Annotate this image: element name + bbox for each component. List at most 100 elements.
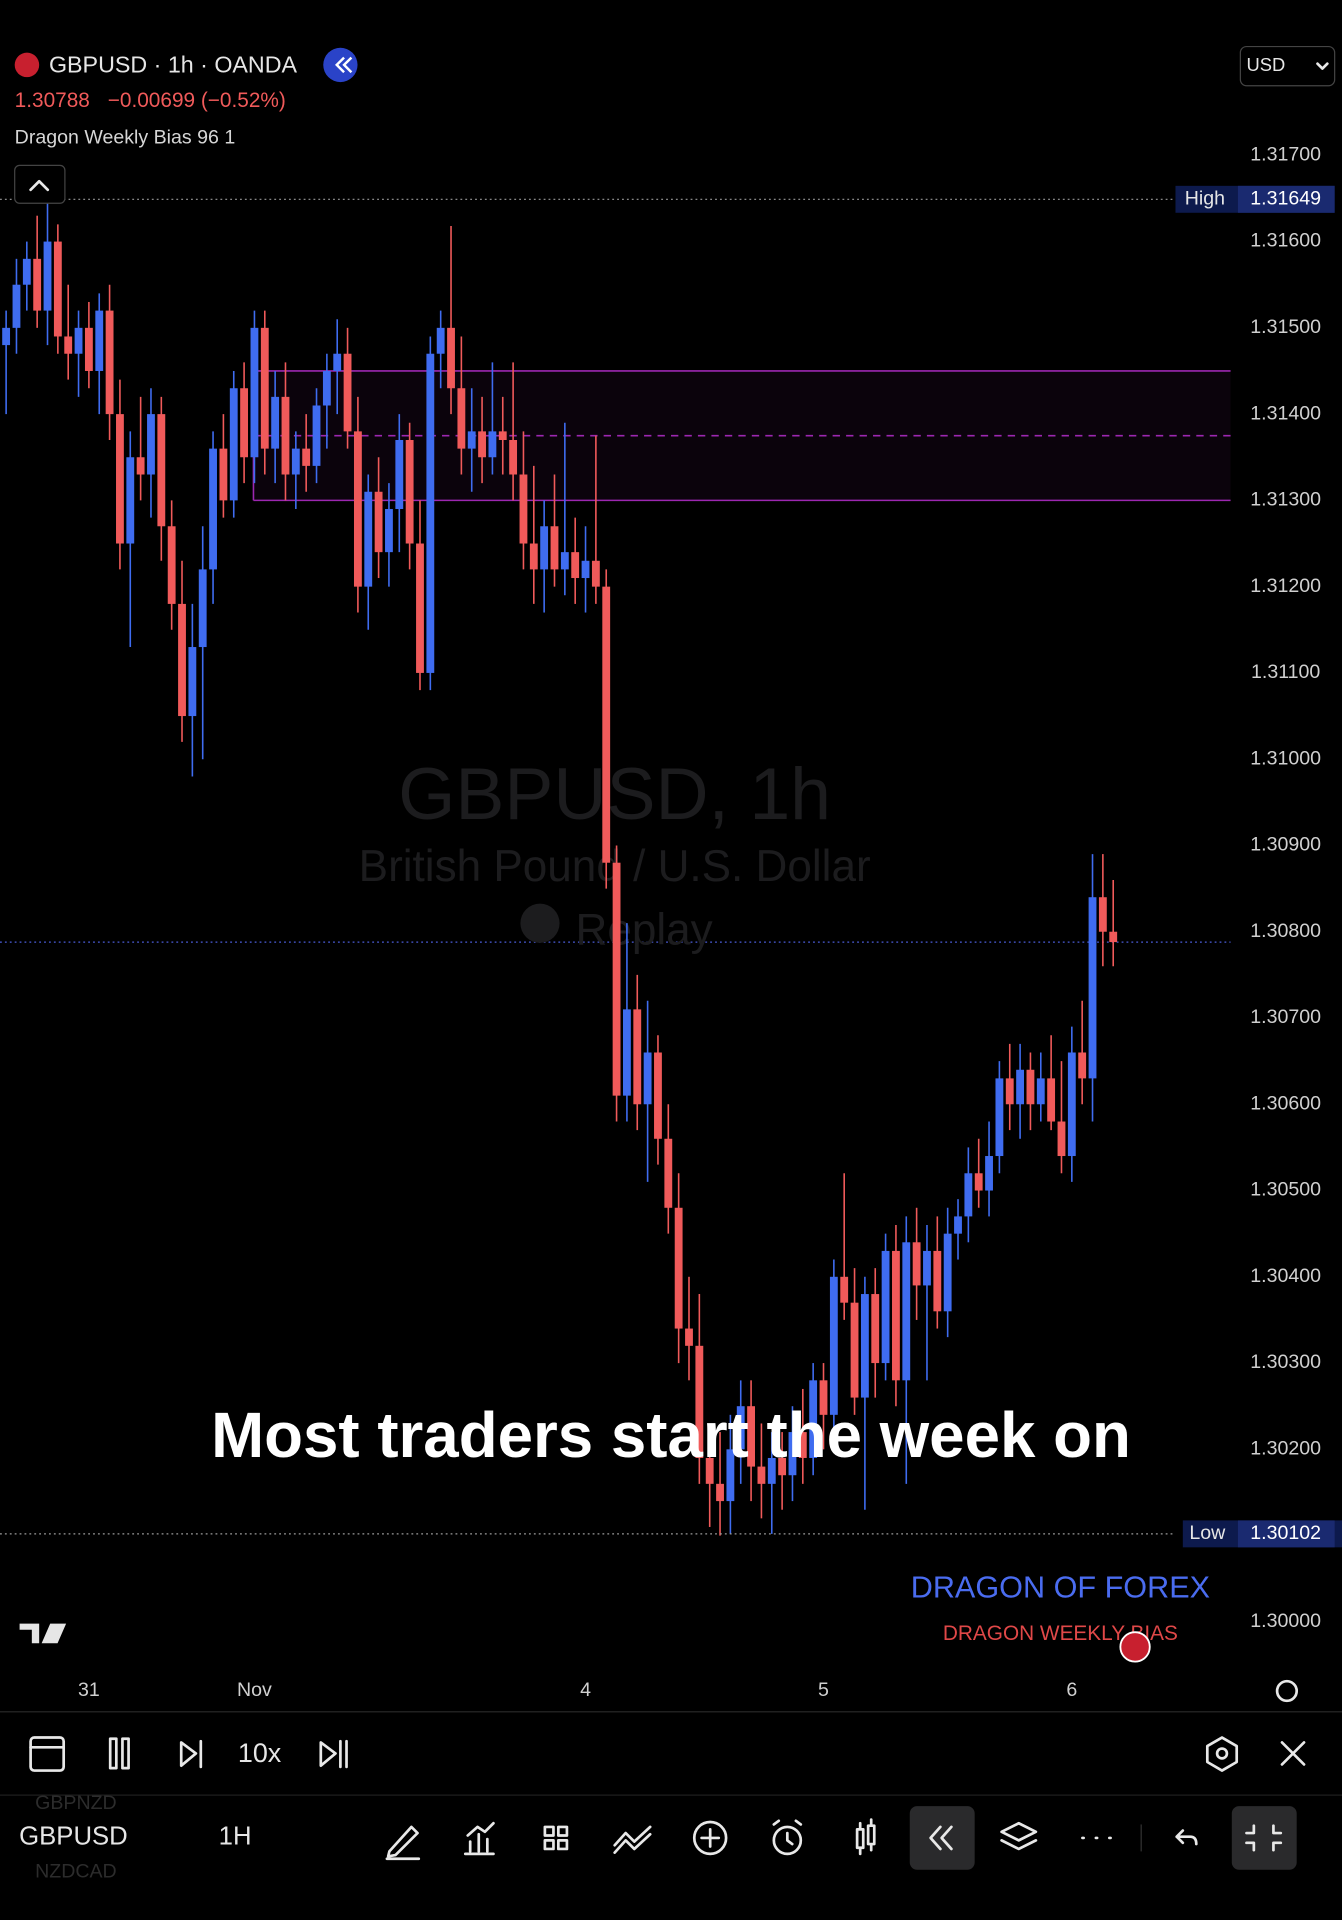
candle-body — [860, 1294, 869, 1398]
price-change: −0.00699 (−0.52%) — [108, 89, 286, 112]
interval-button[interactable]: 1H — [219, 1823, 252, 1851]
y-tick-label: 1.30400 — [1250, 1265, 1321, 1287]
candle-body — [364, 491, 373, 587]
candle-body — [933, 1250, 942, 1312]
candle-body — [291, 448, 300, 475]
collapse-button[interactable] — [14, 164, 66, 204]
y-tick-label: 1.31200 — [1250, 575, 1321, 597]
candle-body — [250, 327, 259, 458]
candle-body — [136, 457, 145, 475]
candle-body — [716, 1483, 724, 1502]
alert-tool[interactable] — [772, 1825, 803, 1856]
brand: DRAGON OF FOREX — [911, 1570, 1210, 1604]
prev-symbol[interactable]: GBPNZD — [35, 1792, 117, 1814]
candle-body — [529, 543, 538, 570]
candle-body — [229, 388, 238, 501]
low-value-box — [1237, 1520, 1335, 1548]
templates-tool[interactable] — [543, 1825, 569, 1851]
candle-body — [260, 327, 269, 449]
candle-body — [778, 1457, 787, 1476]
candle-body — [591, 560, 600, 587]
watermark-mode: Replay — [575, 906, 712, 955]
candle-body — [798, 1432, 807, 1458]
settings-icon[interactable] — [1275, 1679, 1299, 1703]
currency-select[interactable] — [1239, 45, 1336, 87]
undo-tool[interactable] — [1175, 1829, 1198, 1846]
calendar-button[interactable] — [29, 1736, 66, 1772]
candle-body — [281, 396, 290, 475]
candle-body — [643, 1052, 652, 1105]
y-tick-label: 1.30500 — [1250, 1179, 1321, 1201]
close-replay[interactable] — [1280, 1741, 1306, 1766]
candle-body — [405, 439, 414, 544]
candle-body — [478, 431, 486, 458]
y-tick-label: 1.31400 — [1250, 402, 1321, 424]
pause-button[interactable] — [108, 1737, 118, 1770]
add-tool[interactable] — [692, 1820, 728, 1856]
candle-body — [219, 448, 228, 501]
replay-tool-icon — [929, 1825, 953, 1851]
y-tick-label: 1.30600 — [1250, 1092, 1321, 1114]
candle-body — [322, 370, 331, 406]
draw-tool[interactable] — [385, 1825, 421, 1861]
symbol-title: GBPUSD · 1h · OANDA — [49, 51, 298, 77]
candle-body — [912, 1242, 921, 1286]
fullscreen-icon — [1245, 1824, 1283, 1852]
candle-body — [674, 1207, 683, 1329]
chart-type-tool[interactable] — [855, 1818, 876, 1856]
candle-body — [312, 405, 321, 466]
tv-logo — [19, 1623, 67, 1644]
compare-tool[interactable] — [613, 1825, 652, 1854]
candle-body — [685, 1328, 693, 1346]
candle-body — [209, 448, 217, 570]
indicators-tool[interactable] — [463, 1821, 495, 1856]
candle-body — [353, 431, 362, 587]
y-tick-label: 1.30300 — [1250, 1351, 1321, 1373]
candle-body — [705, 1457, 714, 1484]
replay-settings[interactable] — [1205, 1736, 1239, 1772]
candle-body — [767, 1457, 776, 1484]
step-button[interactable] — [179, 1739, 203, 1769]
candle-body — [157, 414, 166, 527]
candle-body — [488, 431, 497, 458]
candle-body — [747, 1406, 755, 1467]
next-symbol[interactable]: NZDCAD — [35, 1860, 117, 1882]
candle-body — [850, 1302, 859, 1398]
symbol-button[interactable]: GBPUSD — [19, 1823, 128, 1851]
candle-body — [188, 647, 197, 717]
candle-body — [736, 1406, 745, 1450]
speed-button[interactable]: 10x — [238, 1738, 282, 1768]
fullscreen-tool[interactable] — [1231, 1806, 1297, 1870]
candle-body — [1057, 1121, 1066, 1157]
candle-body — [829, 1276, 838, 1415]
replay-settings-dot — [1215, 1747, 1229, 1760]
layers-tool[interactable] — [1000, 1821, 1038, 1851]
replay-badge — [323, 47, 358, 83]
candle-body — [788, 1432, 797, 1476]
candle-body — [198, 569, 207, 648]
skip-button[interactable] — [319, 1739, 348, 1769]
candle-body — [943, 1233, 952, 1312]
candle-body — [22, 258, 31, 285]
y-tick-label: 1.31000 — [1250, 747, 1321, 769]
candle-body — [571, 552, 580, 579]
high-value: 1.31649 — [1250, 187, 1321, 209]
candle-body — [178, 603, 186, 717]
candle-body — [923, 1250, 931, 1286]
candle-body — [985, 1156, 993, 1191]
candle-body — [726, 1449, 735, 1502]
candle-body — [167, 526, 176, 604]
candle-body — [395, 439, 404, 510]
candle-body — [602, 586, 611, 863]
add-icon — [700, 1828, 721, 1848]
candle-body — [1078, 1052, 1087, 1079]
candle-body — [1036, 1078, 1045, 1105]
candle-body — [105, 310, 114, 415]
low-label: Low — [1189, 1522, 1226, 1544]
candle-body — [1109, 931, 1118, 943]
y-tick-label: 1.31600 — [1250, 230, 1321, 252]
candle-body — [550, 526, 559, 570]
candle-body — [612, 862, 621, 1096]
